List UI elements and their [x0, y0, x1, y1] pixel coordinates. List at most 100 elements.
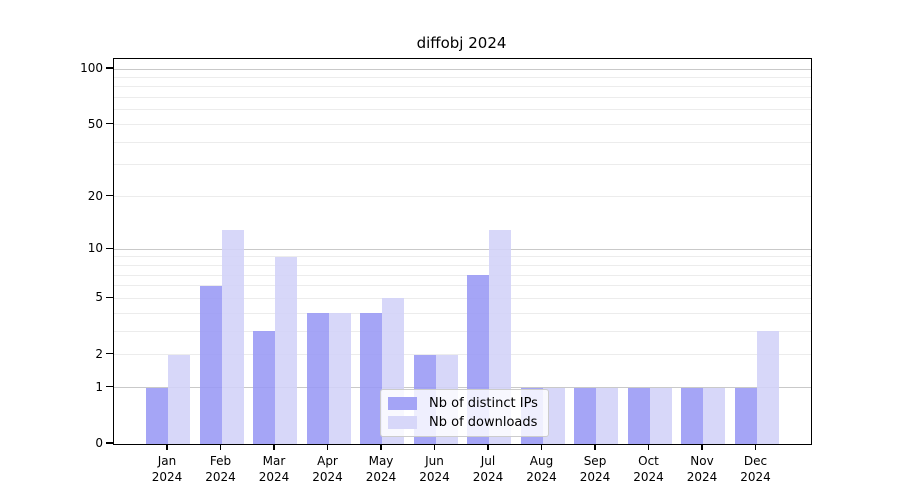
- gridline-minor-8: [114, 264, 811, 266]
- y-tick-0: [106, 442, 113, 444]
- x-tick-label-feb: Feb 2024: [179, 453, 263, 485]
- x-tick-jun: [433, 444, 436, 450]
- y-tick-label-50: 50: [87, 116, 103, 131]
- month-name: May: [368, 454, 394, 468]
- x-tick-label-dec: Dec 2024: [714, 453, 798, 485]
- bar-downloads-jan: [168, 354, 190, 444]
- x-tick-jan: [166, 444, 168, 450]
- x-tick-nov: [701, 444, 703, 450]
- month-name: Dec: [743, 454, 768, 468]
- gridline-minor-90: [114, 76, 811, 78]
- month-name: Nov: [690, 454, 714, 468]
- y-tick-10: [106, 247, 113, 249]
- y-tick-5: [106, 296, 113, 298]
- month-year: 2024: [151, 470, 183, 484]
- bar-distinct-ips-mar: [253, 331, 275, 444]
- month-name: Sep: [583, 454, 607, 468]
- month-name: Aug: [529, 454, 554, 468]
- gridline-minor-2: [114, 354, 811, 356]
- legend-swatch-distinct-ips: [388, 397, 417, 410]
- bar-distinct-ips-jan: [146, 387, 168, 444]
- gridline-major-10: [114, 248, 811, 250]
- bar-downloads-oct: [649, 387, 672, 444]
- gridline-minor-70: [114, 97, 811, 99]
- gridline-minor-20: [114, 196, 811, 198]
- y-tick-label-20: 20: [87, 188, 103, 203]
- x-tick-label-may: May 2024: [339, 453, 423, 485]
- bar-distinct-ips-feb: [199, 285, 222, 444]
- month-year: 2024: [686, 470, 718, 484]
- gridline-major-100: [114, 68, 811, 70]
- x-tick-label-jun: Jun 2024: [393, 453, 477, 485]
- x-tick-jul: [487, 444, 489, 450]
- legend-item-downloads: Nb of downloads: [388, 415, 538, 430]
- x-tick-sep: [594, 444, 596, 450]
- month-name: Oct: [638, 454, 659, 468]
- legend-label-distinct-ips: Nb of distinct IPs: [429, 396, 538, 411]
- month-name: Feb: [209, 454, 232, 468]
- x-tick-mar: [273, 444, 275, 450]
- gridline-minor-50: [114, 124, 811, 126]
- x-tick-label-apr: Apr 2024: [286, 453, 370, 485]
- bar-distinct-ips-nov: [681, 387, 703, 444]
- month-year: 2024: [740, 470, 771, 484]
- gridline-major-1: [114, 387, 811, 389]
- gridline-minor-30: [114, 164, 811, 166]
- bar-downloads-sep: [596, 387, 618, 444]
- plot-area: Nb of distinct IPs Nb of downloads: [113, 58, 812, 445]
- gridline-minor-9: [114, 256, 811, 258]
- y-tick-50: [106, 122, 113, 125]
- bar-distinct-ips-sep: [574, 387, 596, 444]
- legend-item-distinct-ips: Nb of distinct IPs: [388, 396, 538, 411]
- gridline-minor-7: [114, 274, 811, 276]
- gridline-minor-60: [114, 109, 811, 111]
- x-tick-aug: [540, 444, 543, 450]
- month-name: Jan: [157, 454, 177, 468]
- y-tick-label-0: 0: [95, 436, 103, 450]
- x-tick-label-aug: Aug 2024: [500, 453, 584, 485]
- y-tick-1: [106, 386, 113, 388]
- legend: Nb of distinct IPs Nb of downloads: [380, 389, 549, 437]
- month-year: 2024: [633, 470, 664, 484]
- bar-downloads-dec: [756, 331, 779, 444]
- month-year: 2024: [579, 470, 611, 484]
- legend-swatch-downloads: [388, 416, 417, 429]
- bar-downloads-feb: [221, 229, 244, 444]
- x-tick-may: [380, 444, 382, 450]
- x-tick-label-oct: Oct 2024: [607, 453, 691, 485]
- legend-label-downloads: Nb of downloads: [429, 415, 538, 430]
- month-year: 2024: [258, 470, 290, 484]
- month-year: 2024: [472, 470, 504, 484]
- y-tick-label-10: 10: [87, 241, 103, 256]
- bar-distinct-ips-oct: [627, 387, 650, 444]
- y-tick-label-2: 2: [95, 346, 103, 361]
- month-year: 2024: [526, 470, 557, 484]
- month-name: Apr: [317, 454, 338, 468]
- month-year: 2024: [419, 470, 450, 484]
- bar-distinct-ips-dec: [734, 387, 757, 444]
- x-tick-label-jan: Jan 2024: [125, 453, 209, 485]
- month-year: 2024: [205, 470, 236, 484]
- x-tick-label-nov: Nov 2024: [660, 453, 744, 485]
- y-tick-label-5: 5: [95, 290, 103, 305]
- x-tick-oct: [647, 444, 650, 450]
- bar-distinct-ips-may: [360, 313, 382, 444]
- month-name: Mar: [262, 454, 286, 468]
- gridline-minor-3: [114, 330, 811, 332]
- y-tick-100: [106, 67, 113, 69]
- bar-downloads-mar: [275, 256, 297, 444]
- x-tick-label-jul: Jul 2024: [446, 453, 530, 485]
- bar-downloads-apr: [328, 313, 351, 444]
- y-tick-label-100: 100: [80, 61, 103, 75]
- gridline-minor-5: [114, 297, 811, 299]
- y-tick-2: [106, 353, 113, 355]
- x-tick-feb: [219, 444, 222, 450]
- bar-distinct-ips-apr: [306, 313, 329, 444]
- gridline-minor-40: [114, 141, 811, 143]
- x-tick-apr: [326, 444, 329, 450]
- y-tick-20: [106, 195, 113, 197]
- gridline-minor-4: [114, 312, 811, 314]
- month-name: Jun: [425, 454, 444, 468]
- month-year: 2024: [365, 470, 397, 484]
